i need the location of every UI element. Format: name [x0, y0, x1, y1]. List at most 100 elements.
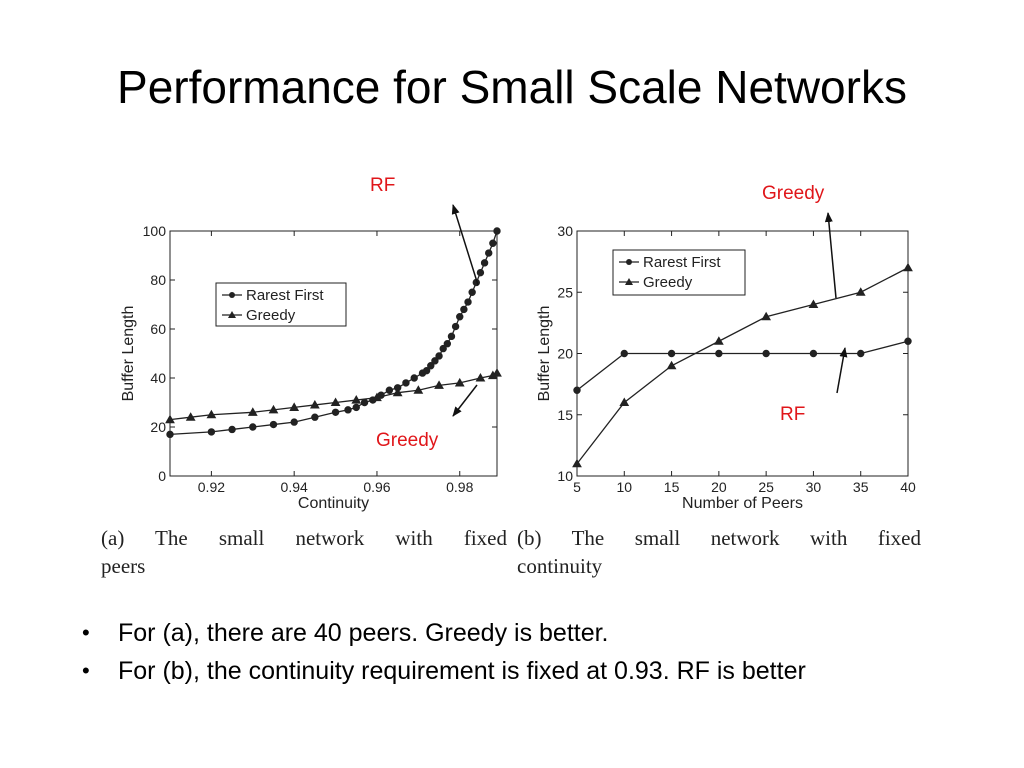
chart-0-ylabel: Buffer Length [120, 306, 137, 402]
chart-0-series-0-point-25 [451, 322, 460, 331]
chart-1-series-1-point-6 [855, 287, 866, 296]
chart-0-series-0-point-10 [360, 398, 369, 407]
chart-1-series-1-point-4 [761, 311, 772, 321]
chart-1-xtick-label: 5 [573, 479, 581, 495]
chart-0-ytick-label: 20 [150, 419, 166, 435]
caption-a: (a) The small network with fixed peers [101, 524, 507, 580]
caption-a-line1: (a) The small network with fixed [101, 526, 507, 550]
arrow-a-rf [451, 204, 479, 286]
chart-1-xtick-label: 15 [664, 479, 680, 495]
chart-0-series-0-point-27 [460, 305, 468, 314]
chart-1-series-1-point-2 [666, 360, 677, 370]
chart-0-series-0-point-24 [447, 332, 456, 341]
chart-1-series-0-point-6 [857, 349, 865, 358]
chart-0-series-1-point-10 [392, 387, 403, 397]
chart-1-xtick-label: 35 [853, 479, 869, 495]
chart-1-series-1-point-7 [903, 262, 913, 272]
chart-1-series-0-point-0 [573, 386, 581, 394]
annotation-b-greedy: Greedy [762, 183, 825, 204]
chart-0-series-0-point-31 [476, 268, 485, 277]
chart-1-ytick-label: 20 [557, 346, 573, 362]
chart-0-xtick-label: 0.92 [198, 479, 225, 495]
chart-0-series-0-point-16 [410, 374, 418, 382]
chart-1-series-0-point-5 [809, 349, 818, 358]
chart-1-legend-marker [626, 259, 632, 265]
chart-0-series-0-point-20 [431, 357, 439, 365]
annotation-a-rf: RF [370, 175, 395, 196]
chart-1-series-1-line [576, 267, 909, 465]
bullet-dot-icon: • [82, 620, 90, 645]
chart-0-series-1-point-12 [434, 380, 444, 389]
chart-0-xtick-label: 0.98 [446, 479, 473, 495]
chart-1-ytick-label: 10 [557, 468, 573, 484]
chart-0-series-0-point-33 [485, 249, 493, 257]
chart-0-series-0-point-19 [427, 362, 435, 370]
chart-1-ytick-label: 30 [557, 223, 573, 239]
chart-0-series-0-point-23 [443, 340, 452, 348]
chart-0-series-0-point-6 [311, 413, 319, 421]
chart-0-ytick-label: 60 [150, 321, 166, 337]
chart-0-xlabel: Continuity [298, 495, 369, 512]
chart-0-legend-marker [229, 292, 235, 298]
chart-0-legend [215, 282, 347, 327]
chart-1-series-0-point-1 [620, 349, 628, 358]
chart-1-series-1-point-0 [572, 458, 582, 468]
chart-0-series-0-point-7 [331, 408, 340, 416]
caption-b: (b) The small network with fixed continu… [517, 524, 921, 580]
chart-0-series-0-point-0 [166, 430, 174, 439]
chart-1-xlabel: Number of Peers [682, 495, 803, 512]
chart-0-series-0-point-29 [468, 288, 476, 296]
chart-1-series-0-point-2 [667, 349, 676, 358]
caption-a-line2: peers [101, 554, 146, 578]
bullet-dot-icon: • [82, 658, 90, 683]
chart-0-xtick-label: 0.96 [363, 479, 390, 495]
chart-0-series-0-point-22 [439, 344, 447, 353]
chart-0-xtick-label: 0.94 [281, 479, 308, 495]
chart-0-series-1-point-16 [492, 368, 502, 377]
chart-1-xtick-label: 30 [806, 479, 822, 495]
arrow-a-greedy [452, 384, 478, 417]
chart-0-series-1-point-6 [309, 399, 320, 409]
chart-1-xtick-label: 20 [711, 479, 727, 495]
arrow-b-greedy [824, 212, 837, 299]
chart-1-ytick-label: 15 [557, 407, 573, 423]
chart-0-series-0-point-13 [385, 386, 394, 394]
chart-0-series-0-point-21 [435, 352, 443, 360]
chart-0-series-0-point-18 [422, 366, 431, 375]
chart-0-series-0-point-2 [228, 425, 236, 434]
chart-1-xtick-label: 40 [900, 479, 916, 495]
chart-1-legend [612, 249, 746, 296]
chart-1-series-0-point-4 [762, 349, 770, 358]
chart-0-series-0-point-32 [480, 259, 489, 267]
chart-1-legend-label: Rarest First [643, 254, 721, 271]
bullet-item: • For (a), there are 40 peers. Greedy is … [78, 618, 958, 648]
chart-1-series-1-point-1 [619, 397, 630, 407]
chart-0-series-0-point-1 [207, 428, 216, 436]
chart-1-series-0-point-7 [904, 337, 912, 345]
chart-0-series-0-point-26 [456, 313, 464, 321]
chart-0-series-0-point-15 [402, 379, 410, 387]
chart-1-ylabel: Buffer Length [536, 306, 553, 402]
chart-0-legend-label: Greedy [246, 307, 296, 324]
chart-0-series-1-point-2 [206, 409, 217, 419]
chart-0-series-1-point-14 [475, 372, 486, 382]
caption-b-line2: continuity [517, 554, 603, 578]
chart-0-ytick-label: 0 [158, 468, 166, 484]
bullet-item: • For (b), the continuity requirement is … [78, 656, 958, 686]
chart-0-series-1-point-9 [372, 392, 382, 402]
chart-0-series-0-point-5 [290, 418, 298, 426]
bullet-text: For (a), there are 40 peers. Greedy is b… [118, 619, 609, 647]
chart-0-series-0-point-8 [344, 406, 352, 414]
chart-1-series-1-point-5 [808, 299, 819, 309]
chart-0-ytick-label: 100 [143, 223, 167, 239]
chart-0-series-1-point-5 [289, 402, 300, 411]
chart-0-legend-marker [228, 311, 236, 318]
slide-title: Performance for Small Scale Networks [117, 61, 907, 113]
bullet-list: • For (a), there are 40 peers. Greedy is … [78, 618, 958, 694]
chart-1-series-1-point-3 [713, 336, 724, 345]
chart-1-legend-marker [625, 278, 633, 285]
chart-1-series-0-line [576, 340, 909, 391]
chart-1-ytick-label: 25 [557, 284, 573, 300]
caption-b-line1: (b) The small network with fixed [517, 526, 921, 550]
chart-0-ytick-label: 40 [150, 370, 166, 386]
